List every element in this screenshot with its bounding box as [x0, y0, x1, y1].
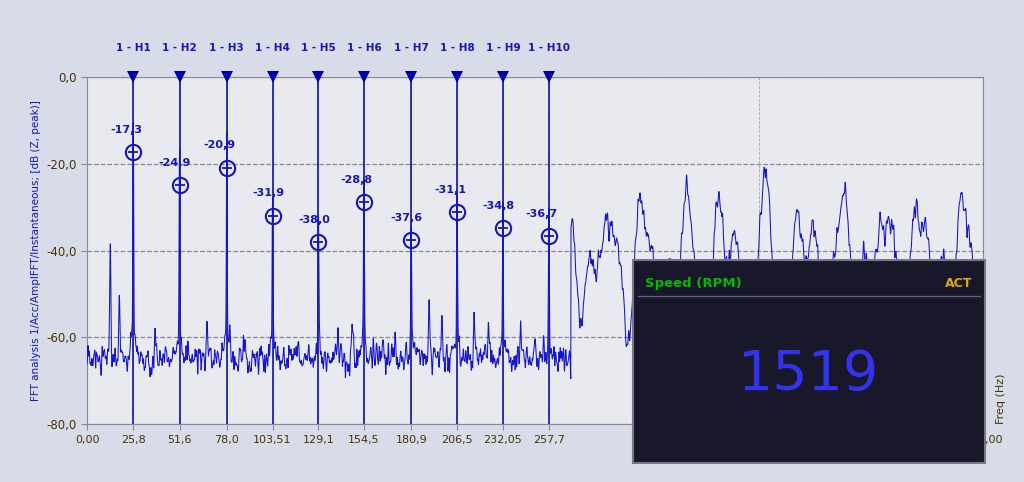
Text: -36,7: -36,7: [525, 209, 558, 219]
Text: 1 - H5: 1 - H5: [301, 43, 336, 53]
Text: -31,1: -31,1: [434, 185, 466, 195]
Text: -31,9: -31,9: [252, 188, 284, 198]
Text: Freq (Hz): Freq (Hz): [996, 374, 1007, 424]
Text: 1 - H8: 1 - H8: [439, 43, 474, 53]
Text: -28,8: -28,8: [341, 174, 373, 185]
Text: 1 - H3: 1 - H3: [210, 43, 244, 53]
Text: 1 - H1: 1 - H1: [116, 43, 151, 53]
Text: -20,9: -20,9: [204, 140, 236, 150]
Text: 1 - H10: 1 - H10: [527, 43, 569, 53]
Text: -17,3: -17,3: [111, 125, 142, 135]
Y-axis label: FFT analysis 1/Acc/AmplFFT/Instantaneous; [dB (Z, peak)]: FFT analysis 1/Acc/AmplFFT/Instantaneous…: [31, 100, 41, 401]
Text: -38,0: -38,0: [298, 214, 330, 225]
Text: Speed (RPM): Speed (RPM): [645, 277, 741, 290]
Text: ACT: ACT: [945, 277, 973, 290]
Text: 1 - H9: 1 - H9: [485, 43, 520, 53]
Text: -24,9: -24,9: [159, 158, 191, 168]
Text: -34,8: -34,8: [482, 201, 514, 211]
Text: 1519: 1519: [738, 348, 880, 402]
Text: 1 - H7: 1 - H7: [394, 43, 429, 53]
Text: 1 - H4: 1 - H4: [255, 43, 290, 53]
Text: 1 - H2: 1 - H2: [162, 43, 197, 53]
Text: 1 - H6: 1 - H6: [346, 43, 381, 53]
Text: -37,6: -37,6: [391, 213, 423, 223]
